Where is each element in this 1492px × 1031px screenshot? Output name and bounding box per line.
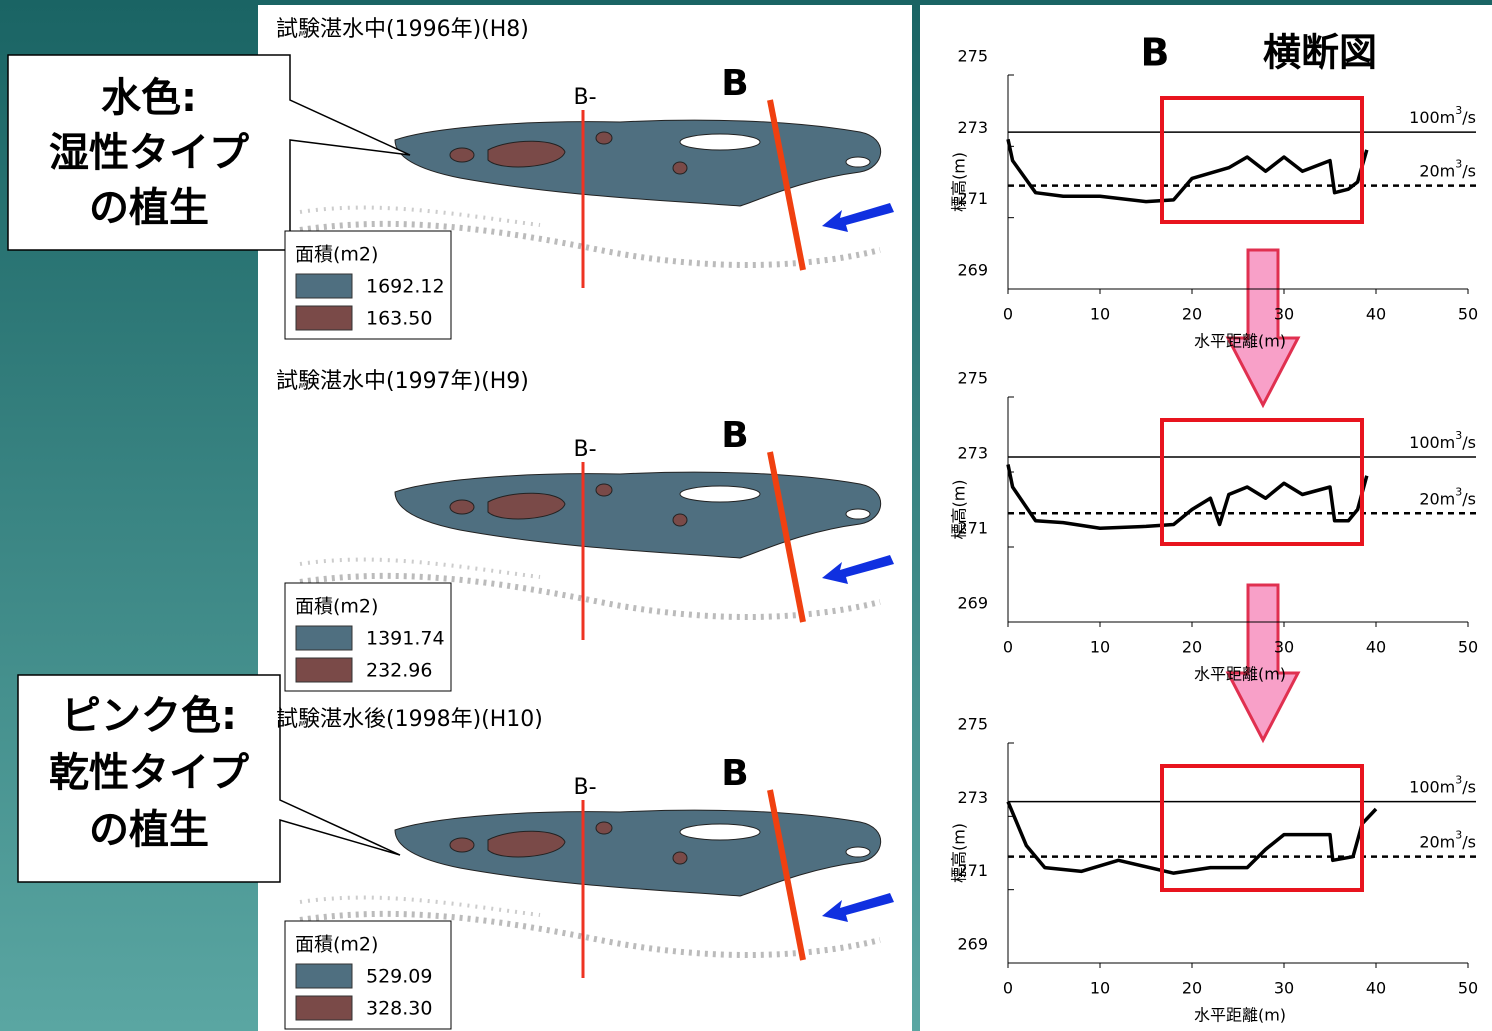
legend-label: 1391.74 bbox=[366, 628, 445, 650]
level-sup: 3 bbox=[1455, 774, 1462, 787]
legend-swatch bbox=[296, 626, 352, 650]
legend-swatch bbox=[296, 306, 352, 330]
level-base: 20m bbox=[1419, 489, 1455, 508]
x-axis-label: 水平距離(m) bbox=[1194, 1006, 1286, 1025]
legend-swatch bbox=[296, 996, 352, 1020]
level-sup: 3 bbox=[1455, 485, 1462, 498]
x-tick-label: 30 bbox=[1274, 979, 1294, 998]
x-tick-label: 40 bbox=[1366, 305, 1386, 324]
y-tick-label: 273 bbox=[957, 118, 988, 137]
callout-text: ピンク色: bbox=[61, 693, 237, 739]
level-unit: /s bbox=[1462, 489, 1476, 508]
x-tick-label: 40 bbox=[1366, 638, 1386, 657]
map-title: 試験湛水中(1997年)(H9) bbox=[276, 369, 529, 394]
level-unit: /s bbox=[1462, 777, 1476, 796]
section-marker: B bbox=[721, 753, 748, 794]
legend-label: 328.30 bbox=[366, 998, 432, 1020]
legend-title: 面積(m2) bbox=[295, 244, 378, 266]
y-tick-label: 275 bbox=[957, 715, 988, 734]
level-unit: /s bbox=[1462, 433, 1476, 452]
level-unit: /s bbox=[1462, 832, 1476, 851]
level-label: 20m3/s bbox=[1419, 485, 1476, 508]
section-marker: B bbox=[721, 63, 748, 104]
y-axis-label: 標高(m) bbox=[950, 479, 969, 539]
x-tick-label: 50 bbox=[1458, 979, 1478, 998]
x-tick-label: 30 bbox=[1274, 305, 1294, 324]
x-axis-label: 水平距離(m) bbox=[1194, 665, 1286, 684]
legend-swatch bbox=[296, 274, 352, 298]
map-title: 試験湛水中(1996年)(H8) bbox=[276, 17, 529, 42]
section-label: B- bbox=[573, 437, 596, 462]
level-label: 100m3/s bbox=[1409, 104, 1476, 127]
callout-text: の植生 bbox=[89, 807, 209, 853]
level-base: 100m bbox=[1409, 777, 1455, 796]
y-tick-label: 269 bbox=[957, 594, 988, 613]
legend-swatch bbox=[296, 964, 352, 988]
section-marker: B bbox=[721, 415, 748, 456]
level-sup: 3 bbox=[1455, 829, 1462, 842]
y-tick-label: 275 bbox=[957, 47, 988, 66]
x-tick-label: 10 bbox=[1090, 638, 1110, 657]
x-tick-label: 10 bbox=[1090, 305, 1110, 324]
y-axis-label: 標高(m) bbox=[950, 823, 969, 883]
section-panel bbox=[920, 5, 1492, 1031]
y-tick-label: 273 bbox=[957, 444, 988, 463]
section-letter: B bbox=[1141, 31, 1170, 75]
slide: B 横断図 水色:湿性タイプの植生ピンク色:乾性タイプの植生試験湛水中(1996… bbox=[0, 0, 1492, 1031]
level-label: 20m3/s bbox=[1419, 158, 1476, 181]
level-base: 20m bbox=[1419, 161, 1455, 180]
legend-label: 1692.12 bbox=[366, 276, 445, 298]
x-axis-label: 水平距離(m) bbox=[1194, 332, 1286, 351]
y-tick-label: 273 bbox=[957, 788, 988, 807]
y-tick-label: 269 bbox=[957, 935, 988, 954]
callout-text: 乾性タイプ bbox=[49, 750, 249, 796]
legend-label: 163.50 bbox=[366, 308, 432, 330]
y-tick-label: 275 bbox=[957, 369, 988, 388]
callout-text: 湿性タイプ bbox=[49, 130, 249, 176]
legend-title: 面積(m2) bbox=[295, 596, 378, 618]
x-tick-label: 30 bbox=[1274, 638, 1294, 657]
legend-label: 529.09 bbox=[366, 966, 432, 988]
level-sup: 3 bbox=[1455, 104, 1462, 117]
x-tick-label: 20 bbox=[1182, 979, 1202, 998]
x-tick-label: 40 bbox=[1366, 979, 1386, 998]
level-unit: /s bbox=[1462, 108, 1476, 127]
x-tick-label: 20 bbox=[1182, 638, 1202, 657]
level-label: 100m3/s bbox=[1409, 774, 1476, 797]
callout-text: の植生 bbox=[89, 185, 209, 231]
level-sup: 3 bbox=[1455, 429, 1462, 442]
legend-title: 面積(m2) bbox=[295, 934, 378, 956]
level-unit: /s bbox=[1462, 161, 1476, 180]
level-base: 20m bbox=[1419, 832, 1455, 851]
y-axis-label: 標高(m) bbox=[950, 152, 969, 212]
callout-text: 水色: bbox=[101, 75, 197, 121]
legend-label: 232.96 bbox=[366, 660, 432, 682]
level-base: 100m bbox=[1409, 108, 1455, 127]
level-base: 100m bbox=[1409, 433, 1455, 452]
level-label: 100m3/s bbox=[1409, 429, 1476, 452]
x-tick-label: 0 bbox=[1003, 638, 1013, 657]
section-label: B- bbox=[573, 85, 596, 110]
legend-swatch bbox=[296, 658, 352, 682]
x-tick-label: 50 bbox=[1458, 305, 1478, 324]
x-tick-label: 20 bbox=[1182, 305, 1202, 324]
x-tick-label: 0 bbox=[1003, 305, 1013, 324]
section-label: B- bbox=[573, 775, 596, 800]
map-title: 試験湛水後(1998年)(H10) bbox=[276, 707, 543, 732]
x-tick-label: 0 bbox=[1003, 979, 1013, 998]
level-label: 20m3/s bbox=[1419, 829, 1476, 852]
level-sup: 3 bbox=[1455, 158, 1462, 171]
y-tick-label: 269 bbox=[957, 261, 988, 280]
section-title: 横断図 bbox=[1263, 31, 1377, 75]
x-tick-label: 10 bbox=[1090, 979, 1110, 998]
x-tick-label: 50 bbox=[1458, 638, 1478, 657]
